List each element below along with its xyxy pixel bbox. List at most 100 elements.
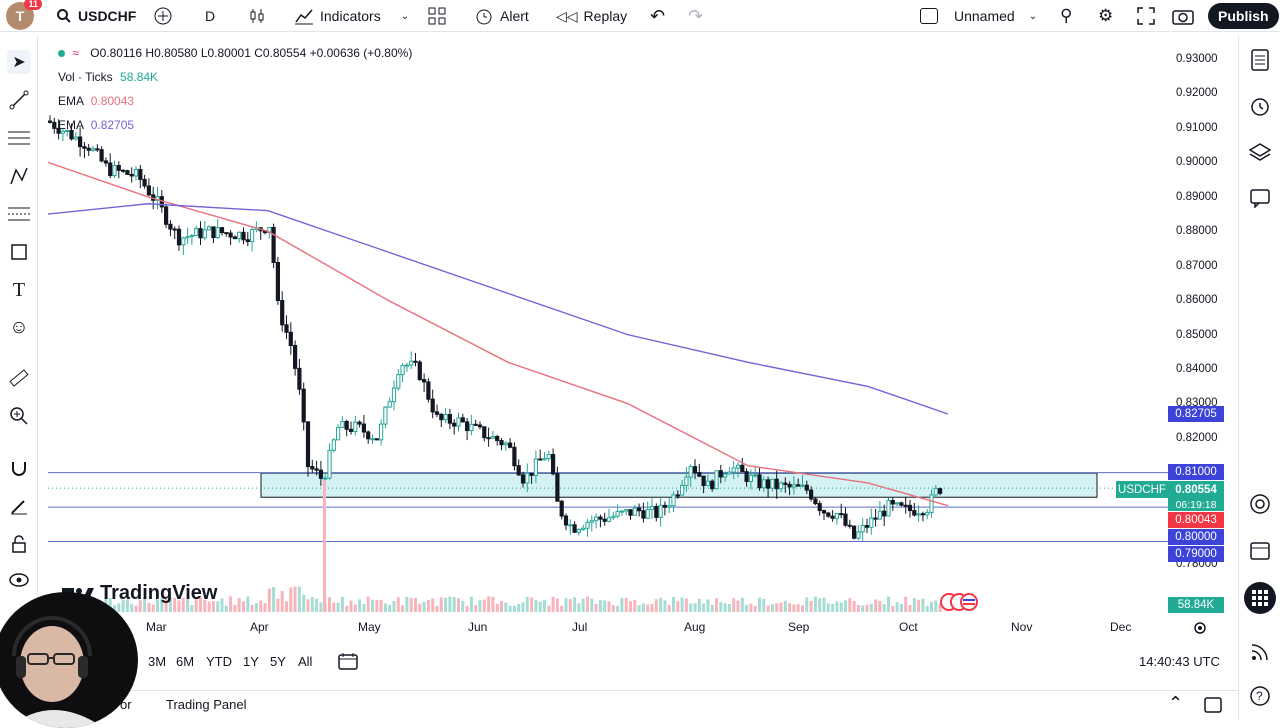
range-6m-button[interactable]: 6M	[176, 654, 195, 669]
maximize-panel-button[interactable]	[1204, 697, 1222, 716]
fib-icon[interactable]	[7, 202, 31, 226]
templates-button[interactable]	[428, 0, 446, 32]
time-axis[interactable]: Mar Apr May Jun Jul Aug Sep Oct Nov Dec	[48, 620, 1168, 636]
ema-fast-value: 0.80043	[90, 94, 135, 108]
settings-button[interactable]: ⚙	[1098, 0, 1113, 32]
broadcast-icon[interactable]	[1248, 640, 1272, 664]
volume-bar	[113, 605, 116, 612]
alerts-clock-icon[interactable]	[1248, 94, 1272, 118]
candle-body	[95, 148, 100, 151]
text-tool-icon[interactable]: T	[12, 278, 26, 301]
candle-body	[714, 470, 719, 490]
candle-body	[654, 506, 659, 518]
lock-icon[interactable]	[7, 532, 31, 556]
user-menu[interactable]: T 11	[6, 0, 42, 32]
layout-menu[interactable]: Unnamed ⌄	[920, 0, 1037, 32]
price-chart[interactable]	[48, 40, 1168, 616]
alert-button[interactable]: Alert	[474, 0, 529, 32]
pattern-icon[interactable]	[7, 164, 31, 188]
candle-body	[632, 507, 637, 516]
candle-body	[680, 484, 685, 496]
replay-button[interactable]: ◁◁ Replay	[556, 0, 627, 32]
range-5y-button[interactable]: 5Y	[270, 654, 286, 669]
volume-bar	[831, 603, 835, 612]
zoom-in-icon[interactable]	[7, 404, 31, 428]
candle-body	[185, 236, 190, 239]
volume-bar	[439, 597, 443, 612]
symbol-price-tag: USDCHF	[1116, 481, 1168, 498]
clock[interactable]: 14:40:43 UTC	[1139, 654, 1220, 669]
price-axis[interactable]: 0.93000 0.92000 0.91000 0.90000 0.89000 …	[1168, 40, 1236, 620]
timezone-settings-button[interactable]	[1192, 620, 1208, 641]
panel-tab-partial[interactable]: or	[120, 697, 132, 712]
candle-body	[146, 185, 152, 196]
candle-body	[576, 529, 581, 533]
candle-body	[280, 300, 285, 326]
candle-body	[757, 474, 762, 489]
volume-legend[interactable]: Vol · Ticks 58.84K	[58, 70, 158, 84]
candle-body	[890, 499, 895, 505]
drawing-mode-icon[interactable]	[7, 494, 31, 518]
apps-grid-icon[interactable]	[1244, 582, 1276, 614]
chart-type-button[interactable]	[248, 0, 266, 32]
candle-body	[568, 524, 573, 527]
ema-fast-legend[interactable]: EMA 0.80043	[58, 94, 134, 108]
range-ytd-button[interactable]: YTD	[206, 654, 232, 669]
magnet-icon[interactable]	[7, 456, 31, 480]
chat-icon[interactable]	[1248, 186, 1272, 210]
date-range-button[interactable]	[338, 652, 358, 673]
volume-bar	[194, 596, 198, 612]
plus-circle-icon	[154, 7, 172, 25]
price-tick: 0.82000	[1176, 432, 1218, 444]
range-1y-button[interactable]: 1Y	[243, 654, 259, 669]
ruler-icon[interactable]	[7, 366, 31, 390]
trading-panel-tab[interactable]: Trading Panel	[166, 697, 247, 712]
undo-button[interactable]: ↶	[650, 0, 665, 32]
interval-button[interactable]: D	[205, 0, 215, 32]
calendar-icon[interactable]	[1248, 538, 1272, 562]
layers-icon[interactable]	[1248, 140, 1272, 164]
candle-body	[705, 480, 710, 487]
volume-bar	[280, 591, 284, 612]
publish-button[interactable]: Publish	[1208, 0, 1279, 32]
volume-bar	[422, 601, 426, 612]
indicators-label: Indicators	[320, 8, 381, 24]
candle-body	[189, 234, 195, 238]
candle-body	[56, 127, 61, 134]
indicators-button[interactable]: Indicators ⌄	[294, 0, 409, 32]
snapshot-button[interactable]	[1172, 0, 1194, 32]
quick-search-button[interactable]: ⚲	[1060, 0, 1072, 32]
volume-bar	[646, 604, 650, 612]
avatar[interactable]: T 11	[6, 0, 42, 30]
volume-bar	[147, 603, 151, 612]
compare-button[interactable]	[153, 0, 173, 32]
fullscreen-button[interactable]	[1137, 0, 1155, 32]
volume-bar	[586, 596, 589, 612]
candle-body	[237, 231, 242, 240]
redo-button[interactable]: ↷	[688, 0, 703, 32]
trend-line-icon[interactable]	[7, 88, 31, 112]
help-icon[interactable]: ?	[1248, 684, 1272, 708]
target-icon[interactable]	[1248, 492, 1272, 516]
economic-events[interactable]	[940, 592, 980, 617]
volume-bar	[306, 599, 310, 612]
volume-bar	[186, 598, 190, 612]
candle-body	[82, 146, 87, 149]
range-all-button[interactable]: All	[298, 654, 313, 669]
volume-bar	[788, 603, 792, 612]
candle-body	[447, 414, 452, 424]
watchlist-icon[interactable]	[1248, 48, 1272, 72]
horizontal-lines-icon[interactable]	[7, 126, 31, 150]
emoji-icon[interactable]: ☺	[9, 317, 29, 338]
eye-icon[interactable]	[7, 568, 31, 592]
volume-bar	[487, 596, 491, 612]
shape-icon[interactable]	[7, 240, 31, 264]
cursor-icon[interactable]: ➤	[7, 50, 31, 74]
collapse-panel-button[interactable]: ⌃	[1168, 693, 1183, 714]
volume-bar	[285, 601, 288, 612]
range-3m-button[interactable]: 3M	[148, 654, 167, 669]
volume-bar	[650, 603, 654, 612]
symbol-search[interactable]: USDCHF	[56, 0, 136, 32]
right-toolbar: ?	[1238, 36, 1280, 720]
ema-slow-legend[interactable]: EMA 0.82705	[58, 118, 134, 132]
